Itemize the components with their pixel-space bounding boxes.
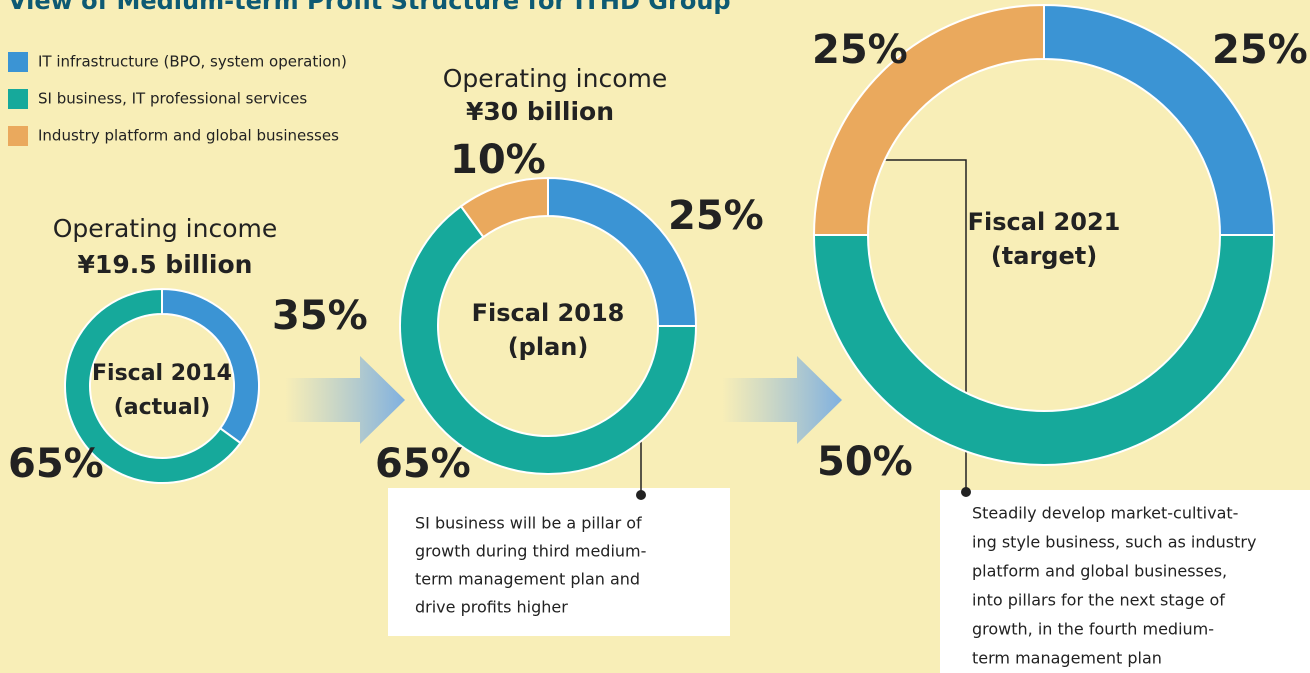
- value-label: 25%: [1212, 27, 1308, 73]
- callout-box: [388, 488, 730, 636]
- legend-swatch: [8, 126, 28, 146]
- annotation: SI business will be a pillar of: [415, 514, 642, 533]
- legend-label: Industry platform and global businesses: [38, 127, 339, 145]
- donut-segment: [812, 3, 1045, 236]
- value-label: 50%: [817, 439, 913, 485]
- donut-segment: [399, 204, 698, 475]
- center-label: Fiscal 2014: [92, 361, 232, 386]
- legend-swatch: [8, 89, 28, 109]
- annotation: growth, in the fourth medium-: [972, 620, 1214, 639]
- heading: ¥30 billion: [466, 97, 614, 126]
- center-label: (target): [991, 242, 1097, 270]
- donut-segment: [459, 176, 549, 239]
- value-label: 25%: [668, 193, 764, 239]
- annotation: ing style business, such as industry: [972, 533, 1256, 552]
- annotation: drive profits higher: [415, 598, 568, 617]
- page-title: View of Medium-term Profit Structure for…: [8, 0, 731, 15]
- value-label: 65%: [375, 441, 471, 487]
- value-label: 35%: [272, 293, 368, 339]
- arrow: [285, 356, 405, 444]
- center-label: Fiscal 2018: [472, 299, 625, 327]
- annotation: term management plan: [972, 649, 1162, 668]
- heading: Operating income: [443, 64, 668, 93]
- value-label: 65%: [8, 441, 104, 487]
- annotation: into pillars for the next stage of: [972, 591, 1225, 610]
- annotation: term management plan and: [415, 570, 640, 589]
- legend-swatch: [8, 52, 28, 72]
- annotation: platform and global businesses,: [972, 562, 1227, 581]
- donut-segment: [64, 287, 242, 484]
- annotation: growth during third medium-: [415, 542, 646, 561]
- value-label: 25%: [812, 27, 908, 73]
- annotation: Steadily develop market-cultivat-: [972, 504, 1238, 523]
- arrow: [722, 356, 842, 444]
- legend-label: IT infrastructure (BPO, system operation…: [38, 53, 347, 71]
- heading: ¥19.5 billion: [78, 250, 253, 279]
- donut-segment: [812, 234, 1276, 466]
- callout-box: [940, 490, 1310, 673]
- heading: Operating income: [53, 214, 278, 243]
- center-label: (plan): [508, 333, 589, 361]
- center-label: (actual): [114, 395, 211, 420]
- legend-label: SI business, IT professional services: [38, 90, 307, 108]
- value-label: 10%: [450, 137, 546, 183]
- center-label: Fiscal 2021: [968, 208, 1121, 236]
